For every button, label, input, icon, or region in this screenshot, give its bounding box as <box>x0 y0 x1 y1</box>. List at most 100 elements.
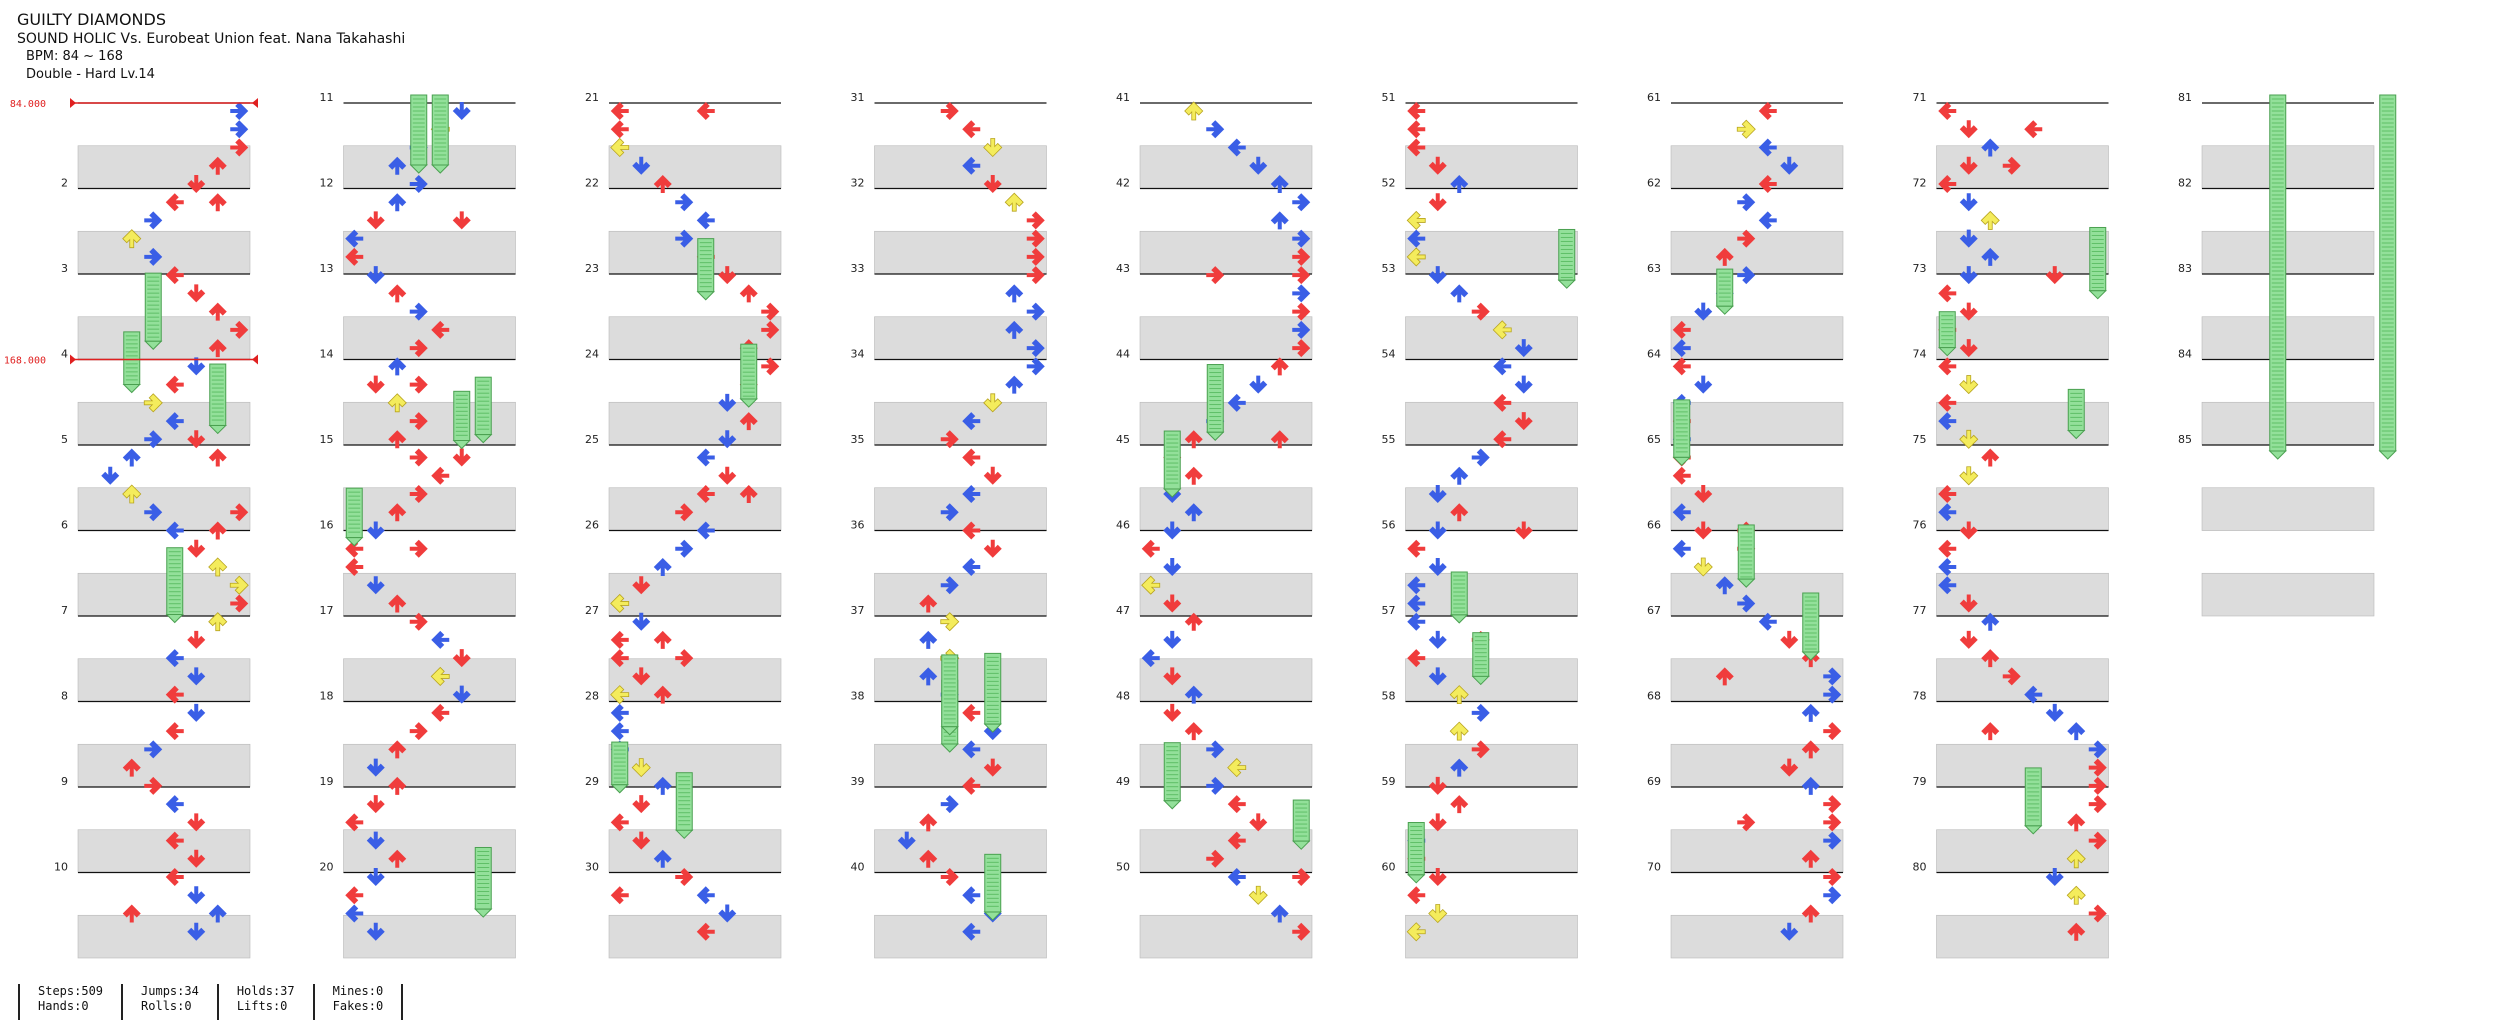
step-arrow <box>1981 247 2000 266</box>
beat-band <box>1670 230 1844 275</box>
step-arrow <box>940 503 959 522</box>
hold-note-tail <box>983 911 1002 921</box>
step-arrow <box>696 886 715 905</box>
step-arrow <box>187 922 206 941</box>
step-arrow <box>718 904 737 923</box>
step-arrow <box>409 174 428 193</box>
step-arrow <box>632 576 651 595</box>
step-arrow <box>1959 594 1978 613</box>
step-arrow <box>761 320 780 339</box>
step-arrow <box>1249 156 1268 175</box>
hold-note <box>474 376 492 436</box>
step-arrow <box>165 649 184 668</box>
step-arrow <box>187 539 206 558</box>
measure-label: 43 <box>1116 262 1130 275</box>
step-arrow <box>388 156 407 175</box>
step-arrow <box>345 904 364 923</box>
step-arrow <box>1959 193 1978 212</box>
step-arrow <box>1758 211 1777 230</box>
step-arrow <box>1672 320 1691 339</box>
measure-label: 52 <box>1382 177 1396 190</box>
stat-fakes: Fakes:0 <box>332 999 384 1013</box>
stat-group-jumps: Jumps:34 Rolls:0 <box>121 984 217 1020</box>
step-arrow <box>1184 430 1203 449</box>
song-bpm: BPM: 84 ~ 168 <box>26 49 123 64</box>
step-arrow <box>1227 758 1247 778</box>
beat-band <box>874 401 1047 446</box>
step-arrow <box>1801 849 1820 868</box>
beat-band <box>1405 743 1578 788</box>
step-arrow <box>452 211 471 230</box>
step-arrow <box>452 685 471 704</box>
hold-note <box>1472 632 1490 677</box>
step-arrow <box>1428 904 1448 924</box>
step-arrow <box>1163 594 1182 613</box>
beat-band <box>1936 914 2109 959</box>
hold-note-tail <box>983 723 1002 733</box>
step-arrow <box>1248 885 1268 905</box>
step-arrow <box>345 229 364 248</box>
beat-band <box>343 914 516 959</box>
measure-label: 18 <box>320 690 334 703</box>
step-arrow <box>1694 375 1713 394</box>
step-arrow <box>962 922 981 941</box>
step-arrow <box>1672 357 1691 376</box>
step-arrow <box>718 266 737 285</box>
step-arrow <box>1959 302 1978 321</box>
step-arrow <box>1737 229 1756 248</box>
step-arrow <box>229 575 249 595</box>
step-arrow <box>962 448 981 467</box>
step-arrow <box>1823 813 1842 832</box>
step-arrow <box>165 722 184 741</box>
step-arrow <box>366 922 385 941</box>
step-arrow <box>1407 612 1426 631</box>
measure-label: 53 <box>1382 262 1396 275</box>
step-arrow <box>122 229 142 249</box>
step-arrow <box>1959 339 1978 358</box>
step-arrow <box>1270 430 1289 449</box>
step-arrow <box>2088 795 2107 814</box>
stat-group-steps: Steps:509 Hands:0 <box>18 984 121 1020</box>
measure-label: 71 <box>1913 91 1927 104</box>
step-arrow <box>962 557 981 576</box>
step-arrow <box>962 156 981 175</box>
beat-band <box>1670 829 1844 873</box>
step-arrow <box>452 448 471 467</box>
hold-note-tail <box>474 908 493 918</box>
measure-label: 19 <box>320 775 334 788</box>
measure-label: 84 <box>2178 348 2192 361</box>
step-arrow <box>1428 813 1447 832</box>
step-arrow <box>366 211 385 230</box>
measure-label: 50 <box>1116 861 1130 874</box>
step-arrow <box>1514 339 1533 358</box>
beat-band <box>874 829 1047 873</box>
step-arrow <box>2088 904 2107 923</box>
beat-band <box>77 743 251 788</box>
measure-label: 26 <box>585 519 599 532</box>
measure-label: 49 <box>1116 775 1130 788</box>
step-arrow <box>2067 813 2086 832</box>
hold-note-tail <box>2067 430 2086 440</box>
step-arrow <box>187 284 206 303</box>
measure-label: 41 <box>1116 91 1130 104</box>
measure-label: 60 <box>1382 861 1396 874</box>
step-arrow <box>2088 758 2107 777</box>
step-arrow <box>1780 630 1799 649</box>
step-arrow <box>1184 612 1203 631</box>
beat-band <box>1670 145 1844 189</box>
step-arrow <box>1938 357 1957 376</box>
step-arrow <box>1450 758 1469 777</box>
step-arrow <box>653 849 672 868</box>
step-arrow <box>1938 576 1957 595</box>
beat-band <box>77 487 251 531</box>
stats-bar: Steps:509 Hands:0 Jumps:34 Rolls:0 Holds… <box>18 984 404 1020</box>
step-arrow <box>345 539 364 558</box>
measure-label: 6 <box>61 519 68 532</box>
step-arrow <box>696 521 715 540</box>
step-arrow <box>1026 211 1045 230</box>
step-arrow <box>1672 339 1691 358</box>
measure-label: 10 <box>54 861 68 874</box>
step-arrow <box>1801 740 1820 759</box>
song-difficulty: Double - Hard Lv.14 <box>26 67 155 82</box>
